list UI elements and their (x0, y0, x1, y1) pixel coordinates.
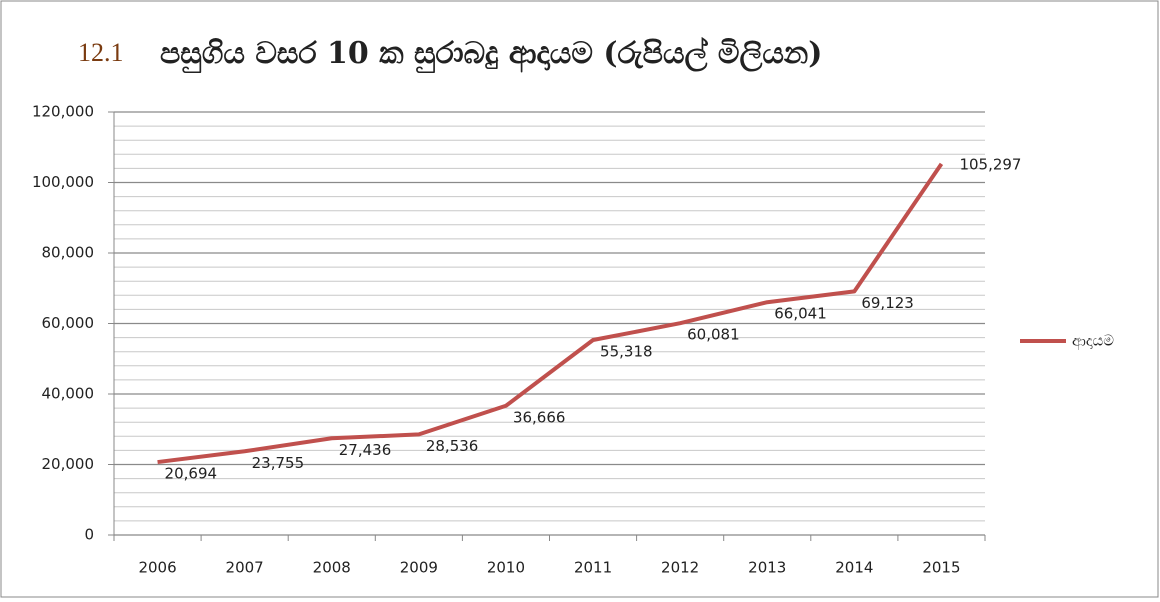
x-tick-label: 2008 (313, 559, 351, 577)
y-tick-label: 40,000 (42, 385, 95, 403)
data-label: 20,694 (165, 465, 218, 483)
y-tick-label: 100,000 (32, 173, 94, 191)
data-label: 69,123 (861, 294, 914, 312)
x-tick-label: 2009 (400, 559, 438, 577)
x-tick-label: 2006 (138, 559, 176, 577)
line (157, 162, 944, 465)
x-tick-label: 2012 (661, 559, 699, 577)
data-label: 55,318 (600, 343, 653, 361)
y-tick-label: 120,000 (32, 103, 94, 121)
x-tick-label: 2011 (574, 559, 612, 577)
data-label: 23,755 (252, 454, 305, 472)
data-label: 60,081 (687, 326, 740, 344)
x-tick-label: 2014 (835, 559, 873, 577)
y-tick-label: 0 (84, 526, 94, 544)
y-tick-label: 80,000 (42, 244, 95, 262)
x-tick-label: 2010 (487, 559, 525, 577)
data-label: 66,041 (774, 305, 827, 323)
data-label: 105,297 (959, 155, 1021, 173)
legend-label: ආදායම (1072, 332, 1114, 351)
x-tick-label: 2015 (922, 559, 960, 577)
y-tick-label: 60,000 (42, 314, 95, 332)
data-label: 36,666 (513, 408, 566, 426)
chart-title: පසුගිය වසර 10 ක සුරාබදු ආදායම (රුපියල් ම… (160, 36, 822, 74)
x-tick-label: 2013 (748, 559, 786, 577)
figure-number: 12.1 (78, 38, 124, 67)
x-tick-label: 2007 (226, 559, 264, 577)
data-label: 28,536 (426, 437, 479, 455)
data-label: 27,436 (339, 441, 392, 459)
y-tick-label: 20,000 (42, 455, 95, 473)
